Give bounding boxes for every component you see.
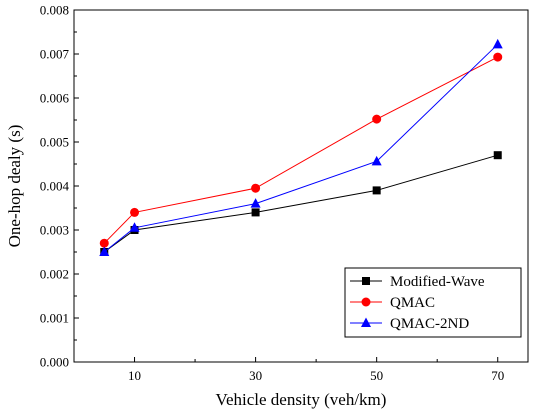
y-tick-label: 0.003 bbox=[40, 223, 69, 238]
legend-label: QMAC-2ND bbox=[390, 316, 469, 332]
data-point bbox=[493, 151, 502, 160]
y-tick-label: 0.005 bbox=[40, 135, 69, 150]
x-axis-title: Vehicle density (veh/km) bbox=[216, 390, 387, 409]
x-tick-label: 30 bbox=[249, 368, 262, 383]
data-point bbox=[129, 222, 140, 232]
y-tick-label: 0.001 bbox=[40, 311, 69, 326]
data-point bbox=[250, 198, 261, 208]
y-tick-label: 0.006 bbox=[40, 91, 70, 106]
y-tick-label: 0.007 bbox=[40, 47, 70, 62]
x-tick-label: 70 bbox=[491, 368, 504, 383]
y-tick-label: 0.002 bbox=[40, 267, 69, 282]
legend-label: QMAC bbox=[390, 295, 435, 311]
y-tick-label: 0.000 bbox=[40, 355, 69, 370]
plot-frame bbox=[73, 9, 529, 363]
series-2 bbox=[99, 52, 503, 248]
legend: Modified-Wave QMAC QMAC-2ND bbox=[344, 267, 522, 338]
y-tick-label: 0.008 bbox=[40, 3, 69, 18]
data-point bbox=[130, 207, 140, 217]
series-3 bbox=[99, 38, 503, 256]
legend-entry: QMAC-2ND bbox=[350, 316, 469, 332]
data-point bbox=[99, 246, 110, 256]
y-tick-label: 0.004 bbox=[40, 179, 70, 194]
x-tick-label: 10 bbox=[128, 368, 141, 383]
data-point bbox=[372, 114, 382, 124]
legend-entry: Modified-Wave bbox=[350, 274, 485, 290]
data-point bbox=[251, 208, 260, 217]
legend-marker bbox=[362, 277, 370, 285]
x-tick-label: 50 bbox=[370, 368, 383, 383]
legend-entry: QMAC bbox=[350, 295, 435, 311]
data-point bbox=[492, 38, 503, 49]
series-line bbox=[103, 56, 498, 244]
series-1 bbox=[100, 151, 502, 256]
data-point bbox=[372, 186, 381, 195]
legend-label: Modified-Wave bbox=[390, 274, 485, 290]
legend-marker bbox=[361, 297, 371, 307]
data-point bbox=[493, 52, 503, 62]
legend-marker bbox=[361, 317, 371, 327]
data-point bbox=[99, 238, 109, 248]
y-axis-title: One-hop dealy (s) bbox=[5, 125, 24, 248]
data-point bbox=[371, 155, 382, 166]
series-layer bbox=[99, 38, 503, 256]
data-point bbox=[251, 183, 261, 193]
tick-labels: 0.000 0.001 0.002 0.003 0.004 0.005 0.006 0.007… bbox=[40, 3, 504, 384]
series-line bbox=[103, 43, 499, 253]
series-line bbox=[103, 154, 498, 253]
